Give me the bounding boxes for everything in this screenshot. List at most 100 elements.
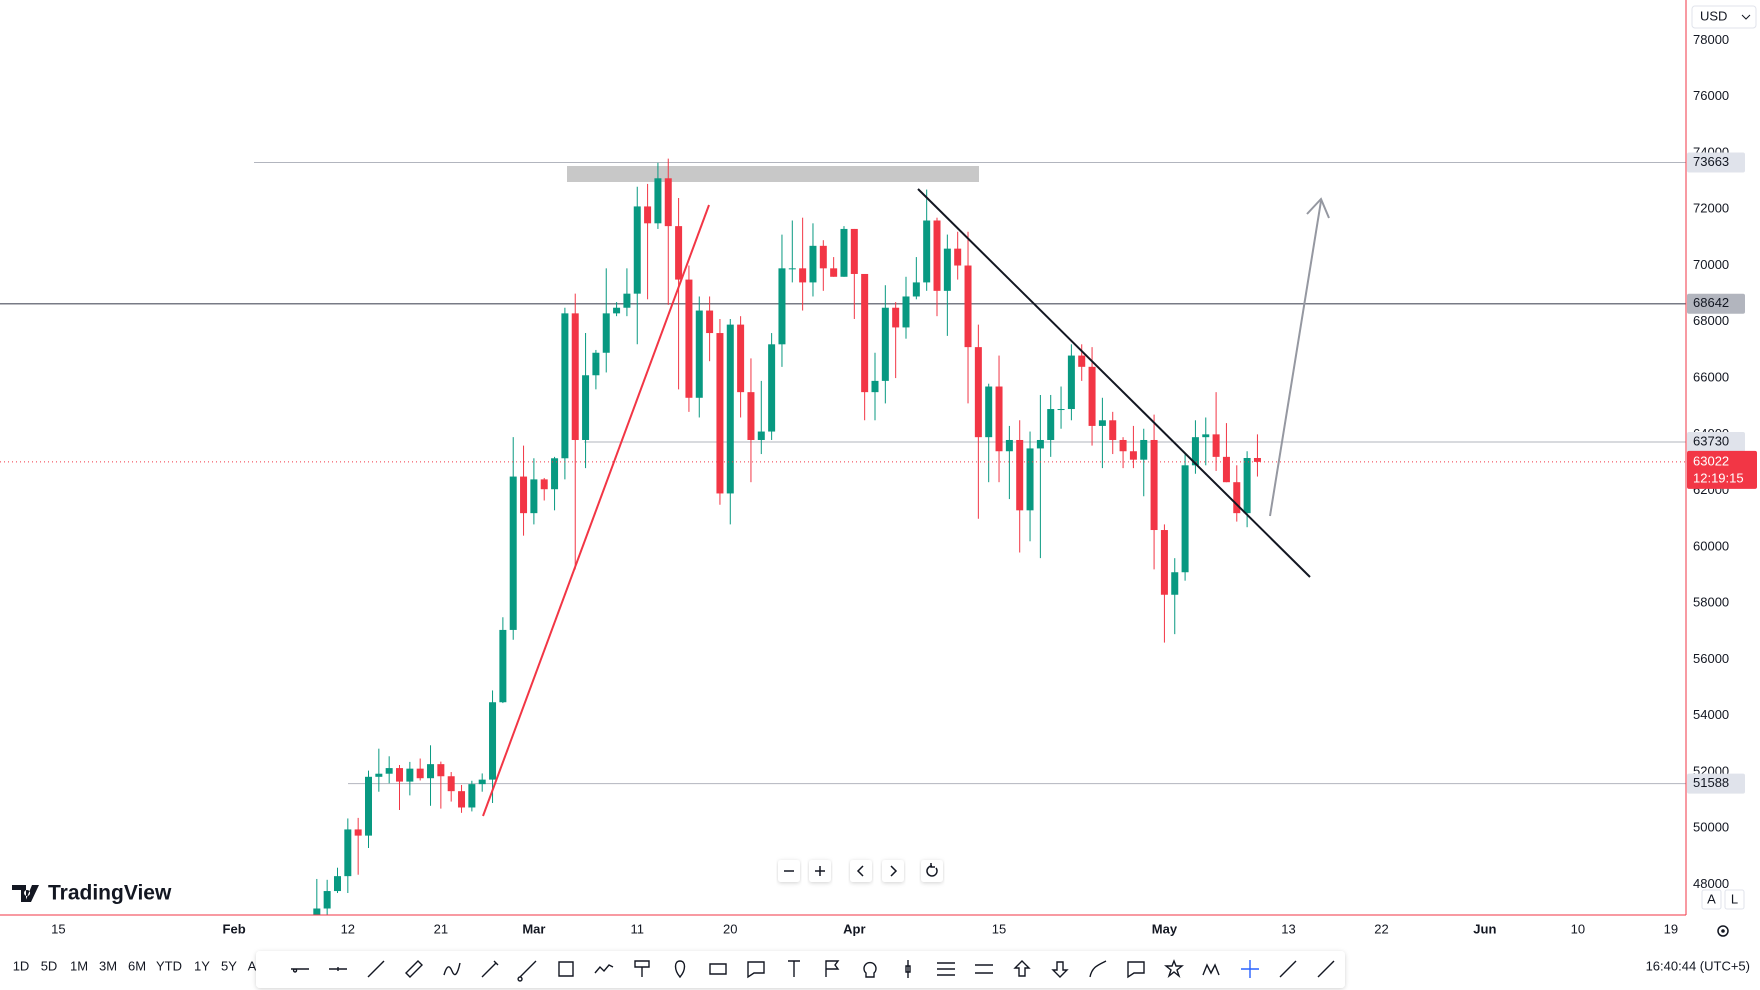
toolbar-icon[interactable] <box>1202 963 1220 976</box>
toolbar-icon[interactable] <box>558 961 574 977</box>
x-tick-label: May <box>1152 921 1178 936</box>
drawings <box>482 188 1330 817</box>
toolbar-icon[interactable] <box>863 961 877 978</box>
toolbar-icon[interactable] <box>825 960 840 977</box>
toolbar-icon[interactable] <box>367 960 385 978</box>
toolbar-icon[interactable] <box>674 960 686 979</box>
timeframe-button[interactable]: 1M <box>70 958 88 973</box>
toolbar-icon[interactable] <box>1317 960 1335 978</box>
scale-button[interactable] <box>1701 889 1722 910</box>
toolbar-icon[interactable] <box>1127 961 1145 979</box>
trend-line-down <box>917 188 1311 578</box>
toolbar-icon[interactable] <box>443 962 461 976</box>
timeframe-button[interactable]: 1D <box>13 958 30 973</box>
candle-body <box>1212 434 1220 457</box>
candle-body <box>1129 451 1137 460</box>
candle-body <box>964 265 972 348</box>
candle-body <box>1150 439 1158 531</box>
toolbar-icon[interactable] <box>291 968 309 973</box>
timeframe-button[interactable]: 3M <box>99 958 117 973</box>
candle-body <box>354 829 362 836</box>
x-tick-label: 15 <box>992 921 1006 936</box>
toolbar-icon[interactable] <box>1013 960 1031 977</box>
x-tick-label: 21 <box>434 921 448 936</box>
currency-label[interactable]: USD <box>1700 8 1727 23</box>
logo-mark <box>12 885 39 902</box>
scale-button[interactable] <box>1724 889 1745 910</box>
candle-body <box>933 220 941 291</box>
toolbar-icon[interactable] <box>975 964 993 974</box>
scale-button-label[interactable]: L <box>1731 891 1738 906</box>
candle-body <box>778 268 786 345</box>
scroll-left[interactable] <box>850 860 872 882</box>
candle-body <box>385 768 393 774</box>
candle-body <box>974 347 982 438</box>
toolbar-icons <box>291 959 1335 982</box>
candle-body <box>468 784 476 808</box>
candle-body <box>1109 420 1117 440</box>
toolbar-icon[interactable] <box>788 960 800 977</box>
x-tick-label: 12 <box>341 921 355 936</box>
level-label: 68642 <box>1693 295 1729 310</box>
candle-body <box>1005 439 1013 452</box>
candle-body <box>881 307 889 381</box>
trend-line-up <box>482 204 710 817</box>
level-label-box <box>1687 773 1745 794</box>
candle-body <box>788 268 796 270</box>
timeframe-button[interactable]: 6M <box>128 958 146 973</box>
scroll-right[interactable] <box>882 860 904 882</box>
timeframe-button[interactable]: 1Y <box>194 958 210 973</box>
candle-body <box>333 876 341 892</box>
toolbar-icon[interactable] <box>1089 960 1107 978</box>
timeframe-button[interactable]: 5D <box>41 958 58 973</box>
candle-body <box>396 768 404 782</box>
candle-body <box>1067 355 1075 410</box>
candle-body <box>1036 439 1044 449</box>
candle-body <box>582 375 590 440</box>
toolbar-icon[interactable] <box>1241 960 1259 978</box>
toolbar-icon[interactable] <box>634 960 650 977</box>
candle-body <box>737 324 745 393</box>
toolbar-icon[interactable] <box>1164 959 1184 979</box>
candle-body <box>1202 434 1210 438</box>
scale-button-label[interactable]: A <box>1707 891 1716 906</box>
candle-body <box>375 773 383 777</box>
level-label-box <box>1687 431 1745 452</box>
toolbar-icon[interactable] <box>481 960 499 978</box>
toolbar-icon[interactable] <box>405 960 423 978</box>
y-tick-label: 54000 <box>1693 707 1729 722</box>
candle-body <box>499 629 507 703</box>
candle-body <box>809 245 817 283</box>
y-tick-label: 58000 <box>1693 595 1729 610</box>
toolbar-icon[interactable] <box>517 960 537 982</box>
candle-body <box>447 776 455 792</box>
currency-box[interactable] <box>1691 5 1757 29</box>
y-tick-label: 76000 <box>1693 88 1729 103</box>
candle-body <box>406 768 414 782</box>
x-tick-label: 19 <box>1664 921 1678 936</box>
candle-body <box>623 293 631 308</box>
currency-select[interactable]: USD <box>1691 5 1757 29</box>
candle-body <box>1078 355 1086 367</box>
reset-chart[interactable] <box>921 860 943 882</box>
candle-body <box>902 296 910 328</box>
projection-arrow <box>1269 200 1322 517</box>
x-tick-label: 11 <box>631 921 645 936</box>
toolbar-icon[interactable] <box>747 961 765 979</box>
toolbar-icon[interactable] <box>1279 960 1297 978</box>
timeframe-button[interactable]: A <box>248 958 257 973</box>
settings-icon[interactable] <box>1717 925 1729 937</box>
toolbar-icon[interactable] <box>1051 961 1069 978</box>
timeframe-button[interactable]: YTD <box>156 958 182 973</box>
toolbar-icon[interactable] <box>594 964 614 974</box>
timeframe-button[interactable]: 5Y <box>221 958 237 973</box>
candle-body <box>706 310 714 334</box>
candle-body <box>923 220 931 283</box>
y-tick-label: 72000 <box>1693 201 1729 216</box>
toolbar-icon[interactable] <box>905 960 911 978</box>
toolbar-icon[interactable] <box>329 967 347 971</box>
toolbar-icon[interactable] <box>937 962 955 976</box>
toolbar-icon[interactable] <box>709 963 727 975</box>
settings-icon-dot <box>1721 929 1725 933</box>
